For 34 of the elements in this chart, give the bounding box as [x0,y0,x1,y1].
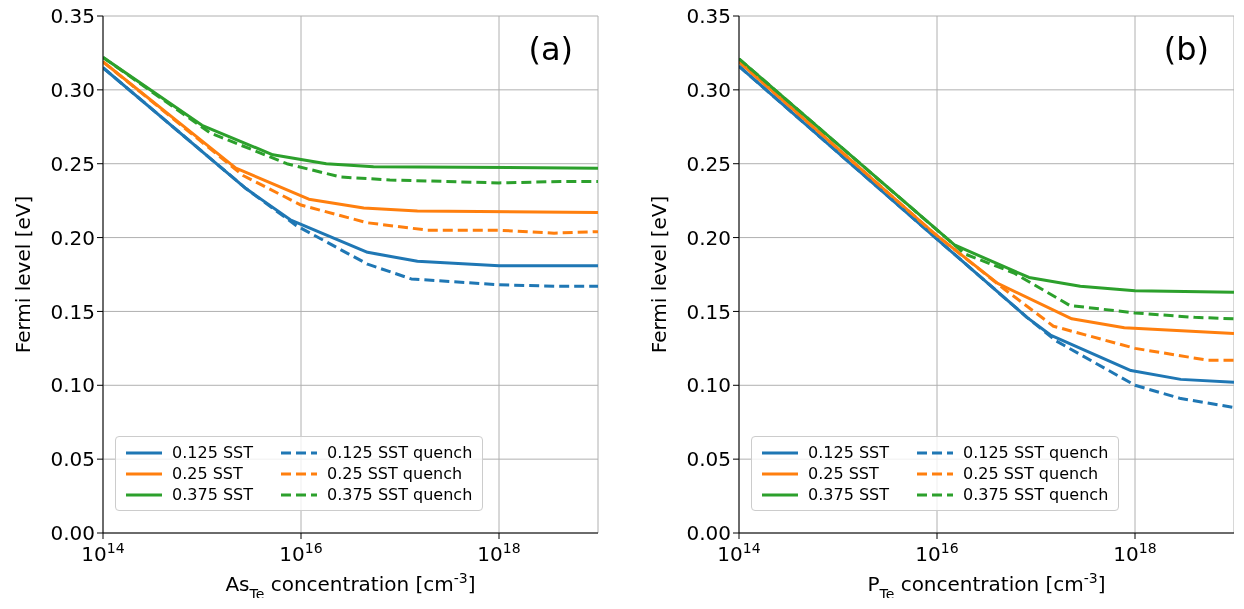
legend-label: 0.25 SST [172,464,243,483]
y-axis-title: Fermi level [eV] [647,195,671,354]
legend-label: 0.125 SST quench [962,443,1109,462]
legend-label: 0.375 SST [808,485,889,504]
legend-label: 0.25 SST quench [962,464,1099,483]
y-tick-label: 0.35 [50,4,95,29]
y-axis-title: Fermi level [eV] [11,195,35,354]
x-tick-label: 10$^{18}$ [477,540,521,566]
y-tick-label: 0.15 [50,299,95,324]
y-tick-label: 0.35 [686,4,731,29]
y-tick-label: 0.30 [50,77,95,102]
y-tick-label: 0.20 [686,225,731,250]
legend-label: 0.375 SST quench [326,485,473,504]
legend-label: 0.375 SST [172,485,253,504]
y-tick-label: 0.25 [686,151,731,176]
y-tick-label: 0.25 [50,151,95,176]
y-tick-label: 0.30 [686,77,731,102]
y-tick-label: 0.05 [50,447,95,472]
y-tick-label: 0.10 [686,373,731,398]
legend-label: 0.25 SST quench [326,464,463,483]
y-tick-label: 0.15 [686,299,731,324]
x-tick-label: 10$^{18}$ [1113,540,1157,566]
legend-label: 0.125 SST [172,443,253,462]
annotation: (b) [1163,30,1209,68]
x-tick-label: 10$^{16}$ [915,540,959,566]
y-tick-label: 0.10 [50,373,95,398]
legend-label: 0.25 SST [808,464,879,483]
legend-label: 0.125 SST [808,443,889,462]
legend-label: 0.125 SST quench [326,443,473,462]
legend-label: 0.375 SST quench [962,485,1109,504]
annotation: (a) [528,30,573,68]
y-tick-label: 0.20 [50,225,95,250]
y-tick-label: 0.05 [686,447,731,472]
x-tick-label: 10$^{16}$ [279,540,323,566]
